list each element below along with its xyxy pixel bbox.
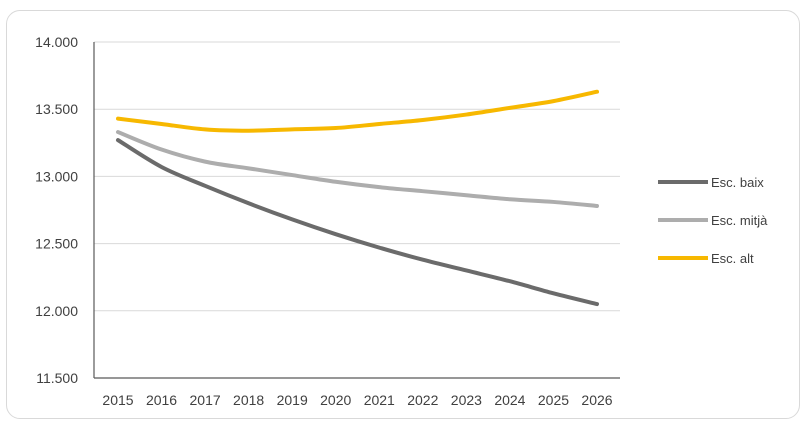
series-line-low bbox=[116, 138, 599, 307]
x-tick-label: 2025 bbox=[538, 392, 569, 408]
y-tick-label: 13.500 bbox=[35, 101, 78, 117]
series-line-mid bbox=[116, 130, 599, 208]
x-tick-label: 2022 bbox=[407, 392, 438, 408]
y-tick-label: 13.000 bbox=[35, 168, 78, 184]
x-tick-label: 2018 bbox=[233, 392, 264, 408]
series-line-high bbox=[116, 89, 599, 133]
series-lines bbox=[116, 89, 599, 307]
chart-card bbox=[6, 10, 800, 419]
y-tick-label: 11.500 bbox=[36, 370, 78, 386]
legend-label: Esc. baix bbox=[711, 175, 764, 190]
x-tick-label: 2015 bbox=[102, 392, 133, 408]
x-tick-label: 2017 bbox=[190, 392, 221, 408]
x-tick-label: 2019 bbox=[277, 392, 308, 408]
legend-label: Esc. mitjà bbox=[711, 213, 768, 228]
x-tick-label: 2024 bbox=[494, 392, 525, 408]
x-tick-label: 2023 bbox=[451, 392, 482, 408]
x-axis-tick-labels: 2015 2016 2017 2018 2019 2020 2021 2022 2023 2024… bbox=[102, 392, 612, 408]
x-tick-label: 2026 bbox=[581, 392, 612, 408]
legend-label: Esc. alt bbox=[711, 251, 754, 266]
x-tick-label: 2021 bbox=[364, 392, 395, 408]
y-tick-label: 12.000 bbox=[35, 303, 78, 319]
y-tick-label: 12.500 bbox=[35, 236, 78, 252]
y-axis-tick-labels: 11.500 12.000 12.500 13.000 13.500 14.000 bbox=[35, 34, 78, 386]
gridlines bbox=[94, 41, 620, 312]
x-tick-label: 2016 bbox=[146, 392, 177, 408]
x-tick-label: 2020 bbox=[320, 392, 351, 408]
axes bbox=[93, 42, 620, 379]
y-tick-label: 14.000 bbox=[35, 34, 78, 50]
legend: Esc. baix Esc. mitjà Esc. alt bbox=[658, 175, 768, 266]
